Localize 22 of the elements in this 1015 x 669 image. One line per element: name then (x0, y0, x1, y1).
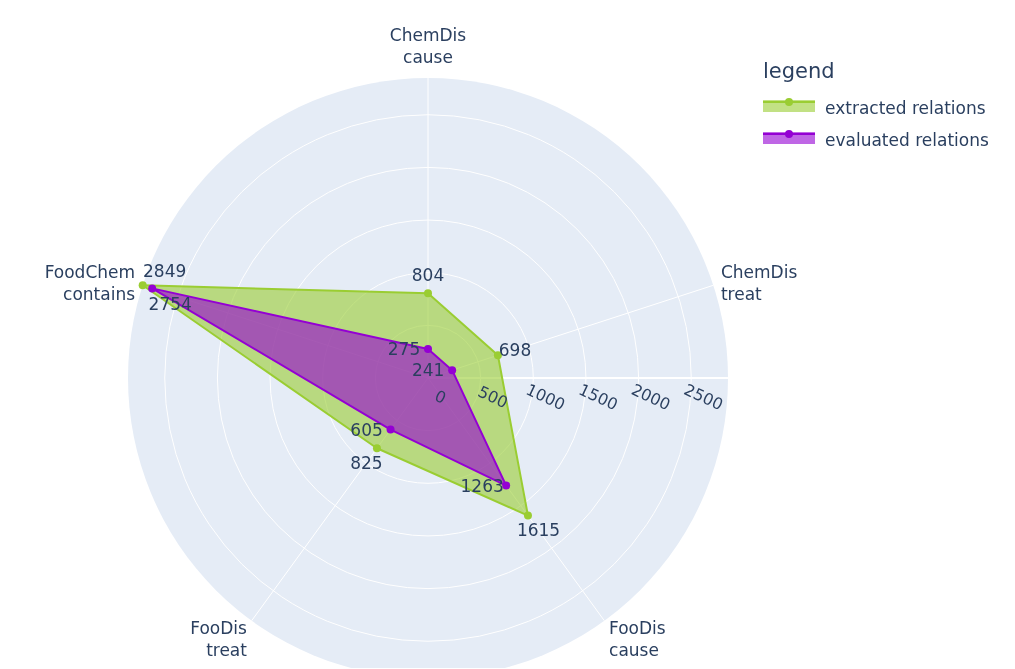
data-label: 698 (498, 339, 532, 360)
spoke-label: ChemDis treat (720, 261, 798, 304)
legend-label: evaluated relations (825, 130, 989, 150)
y-tick-label: 1000 (523, 379, 569, 415)
y-tick-label: 1500 (575, 379, 621, 415)
data-label: 825 (350, 452, 383, 473)
y-tick-label: 2000 (628, 379, 674, 415)
data-label: 804 (411, 265, 445, 286)
data-label: 275 (387, 339, 421, 360)
legend-label: extracted relations (825, 98, 986, 118)
data-label: 605 (350, 419, 383, 440)
data-label: 1615 (516, 520, 561, 541)
data-label: 2849 (143, 261, 187, 282)
y-tick-label: 2500 (681, 379, 727, 415)
spoke-label: FoodChem contains (44, 261, 136, 304)
spoke-label: FooDis treat (190, 618, 248, 661)
legend-title: legend (763, 59, 835, 83)
y-tick-label: 500 (475, 381, 511, 413)
y-tick-label: 0 (431, 386, 449, 408)
spoke-label: FooDis cause (609, 618, 666, 661)
data-label: 241 (411, 360, 445, 381)
spoke-label: ChemDis cause (389, 25, 467, 67)
